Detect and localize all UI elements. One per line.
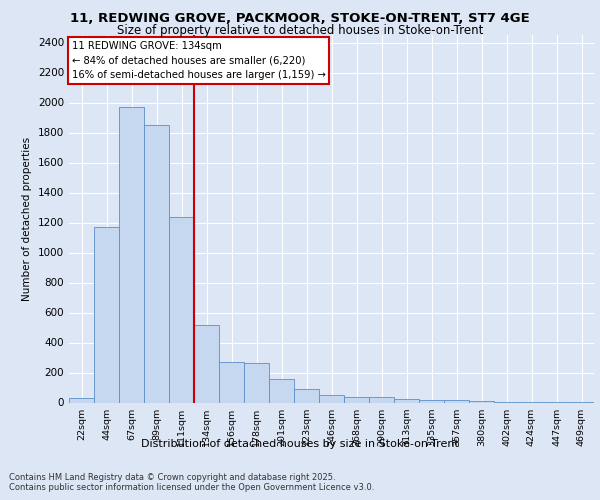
Bar bbox=[169, 216, 194, 402]
Text: Size of property relative to detached houses in Stoke-on-Trent: Size of property relative to detached ho… bbox=[117, 24, 483, 37]
Text: 11 REDWING GROVE: 134sqm
← 84% of detached houses are smaller (6,220)
16% of sem: 11 REDWING GROVE: 134sqm ← 84% of detach… bbox=[71, 40, 325, 80]
Bar bbox=[94, 227, 119, 402]
Bar bbox=[319, 395, 344, 402]
Bar bbox=[369, 396, 394, 402]
Bar bbox=[394, 399, 419, 402]
Bar bbox=[119, 107, 144, 403]
Bar bbox=[244, 363, 269, 403]
Bar bbox=[69, 398, 94, 402]
Y-axis label: Number of detached properties: Number of detached properties bbox=[22, 136, 32, 301]
Bar bbox=[194, 324, 219, 402]
Text: 11, REDWING GROVE, PACKMOOR, STOKE-ON-TRENT, ST7 4GE: 11, REDWING GROVE, PACKMOOR, STOKE-ON-TR… bbox=[70, 12, 530, 26]
Text: Distribution of detached houses by size in Stoke-on-Trent: Distribution of detached houses by size … bbox=[141, 439, 459, 449]
Bar bbox=[444, 400, 469, 402]
Text: Contains HM Land Registry data © Crown copyright and database right 2025.: Contains HM Land Registry data © Crown c… bbox=[9, 472, 335, 482]
Bar bbox=[219, 362, 244, 403]
Bar bbox=[269, 379, 294, 402]
Bar bbox=[144, 125, 169, 402]
Text: Contains public sector information licensed under the Open Government Licence v3: Contains public sector information licen… bbox=[9, 484, 374, 492]
Bar bbox=[344, 396, 369, 402]
Bar bbox=[294, 389, 319, 402]
Bar bbox=[469, 401, 494, 402]
Bar bbox=[419, 400, 444, 402]
